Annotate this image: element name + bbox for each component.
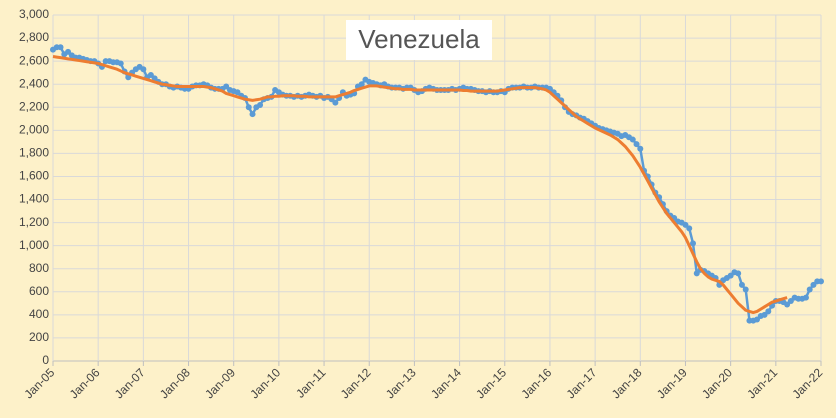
- data-point: [249, 111, 256, 118]
- data-point: [818, 278, 824, 285]
- y-tick-label: 1,800: [19, 146, 49, 160]
- data-point: [637, 145, 644, 152]
- data-point: [633, 141, 640, 148]
- y-tick-label: 1,400: [19, 192, 49, 206]
- data-point: [629, 136, 636, 143]
- data-point: [802, 294, 809, 301]
- chart-title: Venezuela: [358, 24, 480, 54]
- y-tick-label: 0: [42, 353, 49, 367]
- y-tick-label: 400: [29, 307, 49, 321]
- y-tick-label: 2,000: [19, 123, 49, 137]
- plot: [50, 44, 824, 324]
- data-point: [735, 270, 742, 277]
- data-point: [245, 104, 252, 111]
- data-point: [738, 281, 745, 288]
- data-point: [686, 225, 693, 232]
- data-point: [332, 99, 339, 106]
- series-line: [52, 55, 788, 315]
- data-point: [57, 44, 64, 51]
- y-tick-label: 800: [29, 261, 49, 275]
- y-tick-label: 1,200: [19, 215, 49, 229]
- data-point: [358, 81, 365, 88]
- title-box: [346, 20, 492, 60]
- data-point: [806, 286, 813, 293]
- data-point: [117, 60, 124, 67]
- y-tick-label: 2,200: [19, 99, 49, 113]
- y-tick-label: 1,000: [19, 238, 49, 252]
- data-point: [257, 101, 264, 108]
- data-point: [140, 66, 147, 73]
- y-tick-label: 2,800: [19, 30, 49, 44]
- y-tick-label: 2,400: [19, 76, 49, 90]
- data-point: [742, 286, 749, 293]
- y-tick-label: 1,600: [19, 169, 49, 183]
- y-tick-label: 600: [29, 284, 49, 298]
- data-point: [765, 308, 772, 315]
- y-tick-label: 200: [29, 330, 49, 344]
- y-tick-label: 2,600: [19, 53, 49, 67]
- y-tick-label: 3,000: [19, 7, 49, 21]
- data-point: [690, 240, 696, 247]
